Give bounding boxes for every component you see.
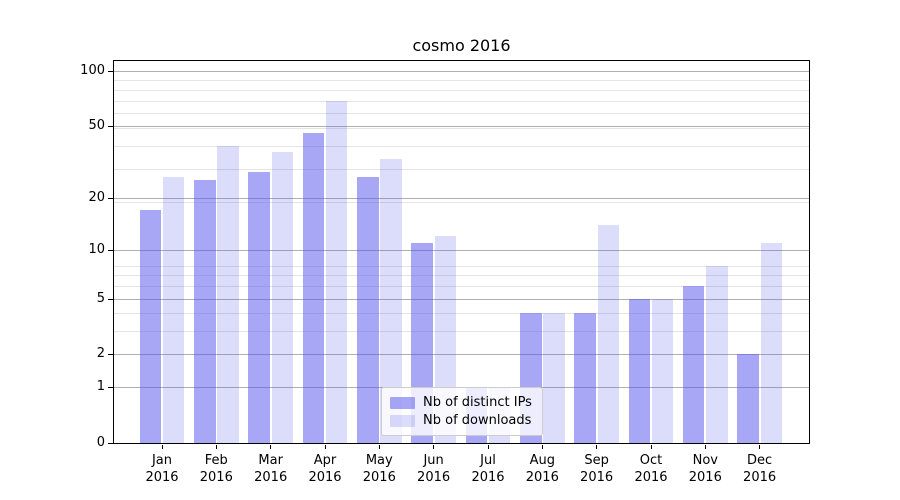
minor-gridline bbox=[114, 100, 809, 102]
y-tick-label-0: 0 bbox=[96, 435, 105, 450]
bar-downloads-dec bbox=[760, 242, 782, 443]
x-tick-jun bbox=[433, 445, 435, 449]
minor-gridline bbox=[114, 275, 809, 277]
major-gridline-5 bbox=[114, 298, 809, 300]
chart-title: cosmo 2016 bbox=[412, 36, 511, 55]
x-tick-label-sep: Sep 2016 bbox=[580, 453, 614, 485]
bar-ips-apr bbox=[302, 132, 325, 443]
bar-downloads-may bbox=[380, 158, 402, 443]
x-tick-label-mar: Mar 2016 bbox=[254, 453, 288, 485]
plot-area: Nb of distinct IPs Nb of downloads bbox=[113, 60, 810, 444]
bar-downloads-nov bbox=[706, 265, 728, 443]
x-tick-label-oct: Oct 2016 bbox=[634, 453, 668, 485]
bar-downloads-feb bbox=[217, 145, 239, 443]
minor-gridline bbox=[114, 331, 809, 333]
x-tick-label-nov: Nov 2016 bbox=[688, 453, 722, 485]
bar-downloads-mar bbox=[271, 151, 293, 443]
major-gridline-20 bbox=[114, 197, 809, 199]
x-tick-label-jun: Jun 2016 bbox=[417, 453, 451, 485]
x-tick-sep bbox=[596, 445, 598, 449]
bar-downloads-oct bbox=[651, 298, 674, 443]
x-tick-jul bbox=[487, 445, 489, 449]
minor-gridline bbox=[114, 265, 809, 267]
x-tick-label-may: May 2016 bbox=[362, 453, 396, 485]
minor-gridline bbox=[114, 286, 809, 288]
legend-entry-downloads: Nb of downloads bbox=[390, 413, 534, 428]
y-tick-20 bbox=[108, 197, 113, 199]
minor-gridline bbox=[114, 80, 809, 82]
major-gridline-50 bbox=[114, 126, 809, 127]
y-tick-label-50: 50 bbox=[88, 118, 105, 133]
x-tick-label-apr: Apr 2016 bbox=[308, 453, 342, 485]
legend: Nb of distinct IPs Nb of downloads bbox=[381, 387, 543, 436]
minor-gridline bbox=[114, 168, 809, 170]
y-tick-label-1: 1 bbox=[96, 379, 105, 395]
legend-swatch-distinct-ips bbox=[390, 396, 415, 409]
y-tick-2 bbox=[108, 354, 113, 356]
major-gridline-10 bbox=[114, 249, 809, 251]
y-tick-label-20: 20 bbox=[88, 189, 105, 205]
x-tick-aug bbox=[541, 445, 543, 449]
y-tick-100 bbox=[108, 71, 113, 72]
y-tick-50 bbox=[108, 126, 113, 127]
x-tick-mar bbox=[270, 445, 272, 449]
bar-ips-may bbox=[357, 177, 379, 443]
y-tick-label-5: 5 bbox=[96, 290, 105, 306]
x-tick-oct bbox=[650, 445, 652, 449]
x-tick-dec bbox=[759, 445, 761, 449]
bar-downloads-sep bbox=[597, 224, 619, 443]
minor-gridline bbox=[114, 112, 809, 114]
x-tick-nov bbox=[704, 445, 706, 449]
y-tick-1 bbox=[108, 387, 113, 389]
y-tick-label-100: 100 bbox=[80, 63, 105, 78]
x-tick-jan bbox=[161, 445, 163, 449]
minor-gridline bbox=[114, 201, 809, 203]
bar-ips-dec bbox=[737, 354, 759, 443]
y-tick-5 bbox=[108, 298, 113, 300]
bar-downloads-jan bbox=[162, 177, 185, 443]
minor-gridline bbox=[114, 313, 809, 315]
x-tick-label-jul: Jul 2016 bbox=[471, 453, 505, 485]
x-tick-label-feb: Feb 2016 bbox=[199, 453, 233, 485]
x-tick-may bbox=[378, 445, 380, 449]
legend-swatch-downloads bbox=[390, 414, 415, 427]
legend-entry-distinct-ips: Nb of distinct IPs bbox=[390, 395, 534, 410]
y-tick-label-10: 10 bbox=[88, 241, 105, 257]
bar-ips-nov bbox=[682, 286, 705, 443]
major-gridline-2 bbox=[114, 354, 809, 356]
bar-ips-mar bbox=[248, 171, 270, 443]
bar-ips-sep bbox=[574, 313, 596, 443]
minor-gridline bbox=[114, 145, 809, 147]
bar-ips-feb bbox=[194, 180, 216, 443]
minor-gridline bbox=[114, 127, 809, 129]
y-tick-10 bbox=[108, 249, 113, 251]
minor-gridline bbox=[114, 89, 809, 91]
major-gridline-100 bbox=[114, 71, 809, 72]
legend-label-downloads: Nb of downloads bbox=[423, 413, 532, 428]
x-tick-label-jan: Jan 2016 bbox=[145, 453, 179, 485]
x-tick-feb bbox=[215, 445, 217, 449]
bar-ips-oct bbox=[628, 298, 651, 443]
x-tick-label-dec: Dec 2016 bbox=[743, 453, 777, 485]
bar-ips-jan bbox=[139, 210, 162, 443]
legend-label-distinct-ips: Nb of distinct IPs bbox=[423, 395, 532, 410]
y-tick-label-2: 2 bbox=[96, 346, 105, 362]
y-tick-0 bbox=[108, 443, 113, 444]
x-tick-label-aug: Aug 2016 bbox=[525, 453, 559, 485]
x-tick-apr bbox=[324, 445, 326, 449]
bar-downloads-aug bbox=[543, 313, 565, 443]
bar-downloads-apr bbox=[325, 100, 348, 443]
